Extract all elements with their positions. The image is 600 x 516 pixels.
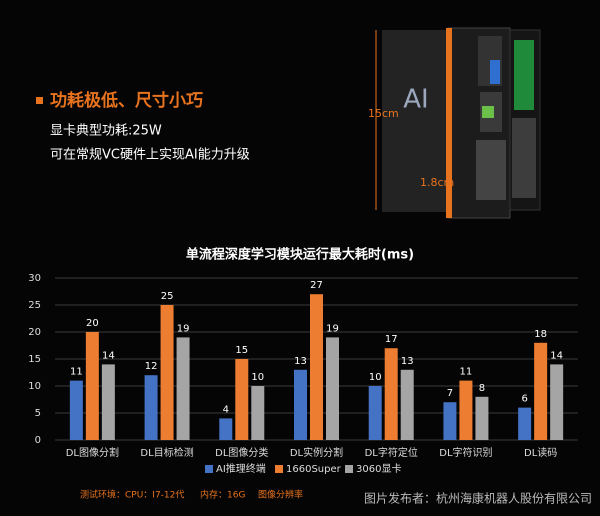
watermark: 图片发布者：杭州海康机器人股份有限公司: [364, 491, 592, 506]
footer-item: 测试环境：CPU：I7-12代: [80, 489, 184, 501]
bar: [459, 380, 473, 440]
y-tick-label: 15: [28, 354, 41, 365]
value-label: 25: [161, 291, 174, 302]
headline: 功耗极低、尺寸小巧: [50, 90, 203, 111]
bar: [251, 386, 265, 440]
bar: [384, 348, 398, 440]
ports: [476, 140, 506, 200]
y-tick-label: 25: [28, 300, 41, 311]
x-tick-label: DL实例分割: [290, 446, 343, 459]
y-tick-label: 0: [35, 435, 41, 446]
bar: [176, 337, 190, 440]
value-label: 13: [294, 356, 307, 367]
value-label: 6: [521, 394, 527, 405]
x-tick-label: DL读码: [524, 446, 557, 459]
value-label: 13: [401, 356, 414, 367]
x-tick-label: DL图像分类: [215, 446, 268, 459]
device-logo: AI: [403, 85, 428, 115]
usb: [490, 60, 500, 84]
bar: [326, 337, 339, 440]
legend-label: AI推理终端: [216, 462, 266, 475]
bar: [400, 369, 414, 440]
x-tick-label: DL字符识别: [439, 446, 492, 459]
terminal: [514, 40, 534, 110]
value-label: 12: [145, 361, 158, 372]
value-label: 19: [177, 323, 190, 334]
bar: [310, 294, 323, 440]
value-label: 19: [326, 323, 339, 334]
value-label: 14: [102, 350, 115, 361]
bar: [85, 332, 99, 440]
device: AI 15cm 1.8cm: [368, 27, 541, 219]
bar: [101, 364, 115, 440]
footer-item: 内存：16G: [200, 489, 245, 501]
value-label: 4: [223, 404, 229, 415]
bar: [294, 369, 307, 440]
value-label: 18: [534, 329, 547, 340]
legend-swatch: [275, 465, 283, 473]
value-label: 14: [550, 350, 563, 361]
connector: [482, 106, 494, 118]
value-label: 8: [479, 383, 485, 394]
bar: [219, 418, 233, 440]
bar: [550, 364, 564, 440]
legend-label: 3060显卡: [356, 462, 401, 475]
y-tick-label: 30: [28, 273, 41, 284]
chart: 0 5 10 15 20 25 30 DL图像分割 11 20 14 DL目标检测 12 25 19 DL图像…: [28, 273, 578, 475]
value-label: 10: [369, 372, 382, 383]
feature-line: 可在常规VC硬件上实现AI能力升级: [50, 148, 250, 163]
y-tick-label: 20: [28, 327, 41, 338]
value-label: 20: [86, 318, 99, 329]
value-label: 11: [460, 367, 473, 378]
x-tick-label: DL字符定位: [365, 446, 418, 459]
y-tick-label: 5: [35, 408, 41, 419]
dimension-label: 15cm: [368, 107, 399, 120]
legend-swatch: [205, 465, 213, 473]
footer-item: 图像分辨率: [258, 489, 303, 501]
x-tick-label: DL图像分割: [66, 446, 119, 459]
value-label: 17: [385, 334, 398, 345]
value-label: 15: [235, 345, 248, 356]
value-label: 11: [70, 367, 83, 378]
bullet: [36, 97, 43, 104]
bar: [534, 342, 548, 440]
bar: [144, 375, 158, 440]
ports: [512, 118, 536, 198]
device-stripe: [446, 28, 452, 218]
bar: [518, 407, 532, 440]
bar: [69, 380, 83, 440]
device-shell: [382, 30, 452, 212]
value-label: 7: [447, 388, 453, 399]
legend-swatch: [345, 465, 353, 473]
bar: [443, 402, 457, 440]
bar: [475, 396, 489, 440]
bar: [160, 305, 174, 440]
bar: [368, 386, 382, 440]
dimension-label: 1.8cm: [420, 176, 454, 189]
x-tick-label: DL目标检测: [140, 446, 193, 459]
value-label: 27: [310, 280, 323, 291]
bar: [235, 359, 249, 440]
legend-label: 1660Super: [286, 464, 342, 475]
chart-title: 单流程深度学习模块运行最大耗时(ms): [186, 247, 414, 263]
y-tick-label: 10: [28, 381, 41, 392]
feature-line: 显卡典型功耗:25W: [50, 124, 162, 139]
value-label: 10: [251, 372, 264, 383]
